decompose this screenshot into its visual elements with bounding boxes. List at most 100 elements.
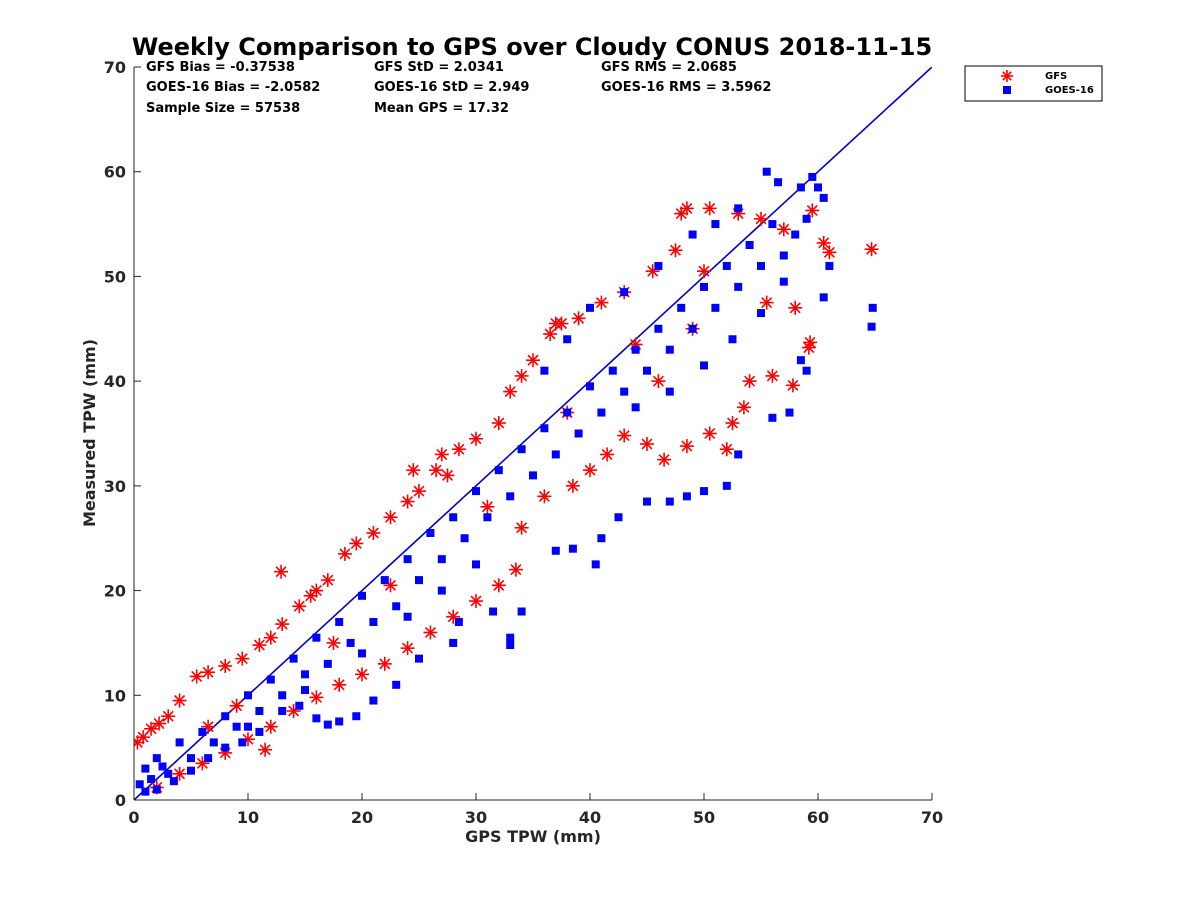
goes16-point: [785, 408, 794, 417]
x-tick-label: 10: [237, 808, 259, 827]
gfs-point: [702, 201, 717, 216]
gfs-point: [366, 525, 381, 540]
goes16-point: [209, 738, 218, 747]
gfs-point: [201, 665, 216, 680]
goes16-point: [734, 450, 743, 459]
goes16-point: [346, 638, 355, 647]
goes16-point: [808, 172, 817, 181]
goes16-point: [358, 649, 366, 658]
gfs-point: [451, 442, 466, 457]
goes16-point: [403, 555, 412, 564]
goes16-point: [312, 633, 321, 642]
legend-goes16-marker: [1003, 86, 1011, 94]
goes16-point: [449, 513, 458, 522]
gfs-point: [309, 583, 324, 598]
gfs-point: [480, 499, 495, 514]
gfs-point: [583, 463, 597, 478]
gfs-point: [292, 599, 307, 614]
y-tick-label: 10: [104, 686, 126, 705]
gfs-point: [508, 562, 523, 577]
goes16-point: [791, 230, 800, 239]
goes16-point: [449, 638, 458, 647]
x-tick-label: 50: [693, 808, 715, 827]
gfs-point: [275, 617, 290, 632]
goes16-point: [323, 659, 332, 668]
goes16-point: [403, 612, 412, 621]
goes16-point: [295, 701, 304, 710]
goes16-point: [734, 282, 743, 291]
gfs-point: [400, 494, 415, 509]
goes16-point: [255, 727, 264, 736]
goes16-point: [312, 714, 321, 723]
goes16-point: [517, 607, 526, 616]
goes16-point: [494, 466, 503, 475]
goes16-point: [665, 345, 674, 354]
goes16-point: [158, 762, 167, 771]
gfs-point: [801, 340, 816, 355]
gfs-point: [429, 463, 444, 478]
gfs-point: [805, 203, 820, 218]
x-axis-label: GPS TPW (mm): [465, 827, 601, 846]
gfs-point: [218, 658, 233, 673]
goes16-point: [301, 686, 309, 695]
goes16-point: [392, 680, 401, 689]
gfs-point: [788, 300, 803, 315]
gfs-point: [725, 416, 740, 431]
goes16-point: [774, 178, 783, 187]
goes16-point: [380, 576, 389, 585]
goes16-point: [266, 675, 275, 684]
goes16-point: [563, 408, 572, 417]
gfs-series: [134, 201, 879, 795]
goes16-point: [437, 555, 446, 564]
goes16-point: [323, 720, 332, 729]
goes16-point: [540, 424, 549, 433]
gfs-point: [152, 716, 167, 731]
x-tick-label: 60: [807, 808, 829, 827]
stat-text: GOES-16 StD = 2.949: [374, 80, 529, 95]
goes16-point: [620, 387, 629, 396]
goes16-point: [682, 492, 691, 501]
legend: GFS GOES-16: [964, 65, 1103, 102]
gfs-point: [537, 489, 552, 504]
goes16-point: [238, 738, 247, 747]
goes16-point: [489, 607, 498, 616]
goes16-point: [426, 528, 435, 537]
gfs-point: [332, 677, 347, 692]
gfs-point: [679, 201, 694, 216]
goes16-point: [574, 429, 583, 438]
goes16-point: [711, 220, 720, 229]
goes16-point: [454, 617, 463, 626]
gfs-point: [594, 295, 609, 310]
gfs-point: [337, 546, 352, 561]
goes16-point: [711, 303, 720, 312]
gfs-point: [383, 510, 398, 525]
gfs-point: [822, 245, 837, 260]
goes16-point: [187, 754, 195, 763]
goes16-point: [779, 251, 788, 260]
goes16-point: [734, 204, 743, 213]
goes16-point: [597, 408, 606, 417]
goes16-point: [722, 481, 731, 490]
gfs-point: [412, 484, 426, 499]
gfs-point: [514, 520, 529, 535]
axes: 0 10 20 30 40 50 60 70 0 10 20 30 40 50 60 70: [104, 58, 943, 827]
goes16-point: [152, 785, 161, 794]
gfs-point: [434, 447, 449, 462]
gfs-point: [514, 368, 529, 383]
goes16-series: [135, 167, 877, 796]
goes16-point: [563, 335, 572, 344]
goes16-point: [506, 641, 515, 650]
goes16-point: [358, 591, 366, 600]
goes16-point: [654, 261, 663, 270]
y-axis-label: Measured TPW (mm): [80, 339, 99, 527]
goes16-point: [796, 183, 805, 192]
goes16-point: [415, 576, 423, 585]
plot-area: [134, 67, 932, 800]
goes16-point: [867, 322, 876, 331]
goes16-point: [198, 727, 207, 736]
goes16-point: [483, 513, 492, 522]
goes16-point: [278, 706, 287, 715]
gfs-point: [229, 698, 244, 713]
goes16-point: [665, 387, 674, 396]
stat-text: GFS RMS = 2.0685: [601, 60, 737, 75]
